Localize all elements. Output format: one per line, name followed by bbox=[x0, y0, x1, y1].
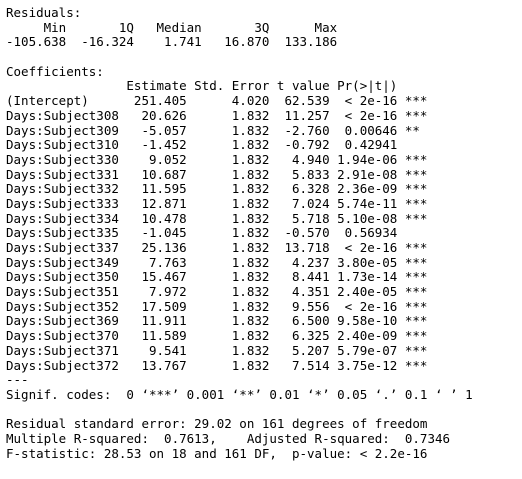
coefficient-row: Days:Subject332 11.595 1.832 6.328 2.36e… bbox=[6, 181, 428, 197]
coefficient-row: Days:Subject333 12.871 1.832 7.024 5.74e… bbox=[6, 195, 428, 211]
coefficient-row: Days:Subject369 11.911 1.832 6.500 9.58e… bbox=[6, 313, 428, 329]
f-statistic-line: F-statistic: 28.53 on 18 and 161 DF, p-v… bbox=[6, 445, 428, 461]
r-console-output: Residuals: Min 1Q Median 3Q Max -105.638… bbox=[6, 5, 522, 461]
coefficient-row: Days:Subject309 -5.057 1.832 -2.760 0.00… bbox=[6, 122, 428, 138]
coefficient-row: Days:Subject372 13.767 1.832 7.514 3.75e… bbox=[6, 357, 428, 373]
coefficient-row: Days:Subject334 10.478 1.832 5.718 5.10e… bbox=[6, 210, 428, 226]
coefficients-title: Coefficients: bbox=[6, 63, 104, 79]
coefficient-row: Days:Subject337 25.136 1.832 13.718 < 2e… bbox=[6, 240, 428, 255]
coefficient-row: Days:Subject350 15.467 1.832 8.441 1.73e… bbox=[6, 269, 428, 285]
blank-line bbox=[6, 403, 522, 418]
coefficient-row: (Intercept) 251.405 4.020 62.539 < 2e-16… bbox=[6, 93, 428, 109]
residuals-values: -105.638 -16.324 1.741 16.870 133.186 bbox=[6, 34, 345, 50]
separator-line: --- bbox=[6, 372, 29, 388]
coefficient-row: Days:Subject335 -1.045 1.832 -0.570 0.56… bbox=[6, 225, 428, 241]
coefficient-row: Days:Subject352 17.509 1.832 9.556 < 2e-… bbox=[6, 298, 428, 314]
coefficients-header: Estimate Std. Error t value Pr(>|t|) bbox=[6, 78, 428, 94]
coefficient-row: Days:Subject370 11.589 1.832 6.325 2.40e… bbox=[6, 328, 428, 344]
r-squared-line: Multiple R-squared: 0.7613, Adjusted R-s… bbox=[6, 430, 458, 446]
signif-codes: Signif. codes: 0 ‘***’ 0.001 ‘**’ 0.01 ‘… bbox=[6, 386, 473, 402]
coefficient-row: Days:Subject310 -1.452 1.832 -0.792 0.42… bbox=[6, 137, 428, 153]
blank-line bbox=[6, 50, 522, 65]
residual-standard-error: Residual standard error: 29.02 on 161 de… bbox=[6, 416, 428, 432]
coefficient-row: Days:Subject308 20.626 1.832 11.257 < 2e… bbox=[6, 107, 428, 123]
coefficient-row: Days:Subject330 9.052 1.832 4.940 1.94e-… bbox=[6, 151, 428, 167]
residuals-title: Residuals: bbox=[6, 5, 82, 20]
coefficient-row: Days:Subject331 10.687 1.832 5.833 2.91e… bbox=[6, 166, 428, 182]
residuals-header: Min 1Q Median 3Q Max bbox=[6, 19, 345, 35]
coefficient-row: Days:Subject351 7.972 1.832 4.351 2.40e-… bbox=[6, 284, 428, 300]
coefficient-row: Days:Subject371 9.541 1.832 5.207 5.79e-… bbox=[6, 342, 428, 358]
coefficient-row: Days:Subject349 7.763 1.832 4.237 3.80e-… bbox=[6, 254, 428, 270]
